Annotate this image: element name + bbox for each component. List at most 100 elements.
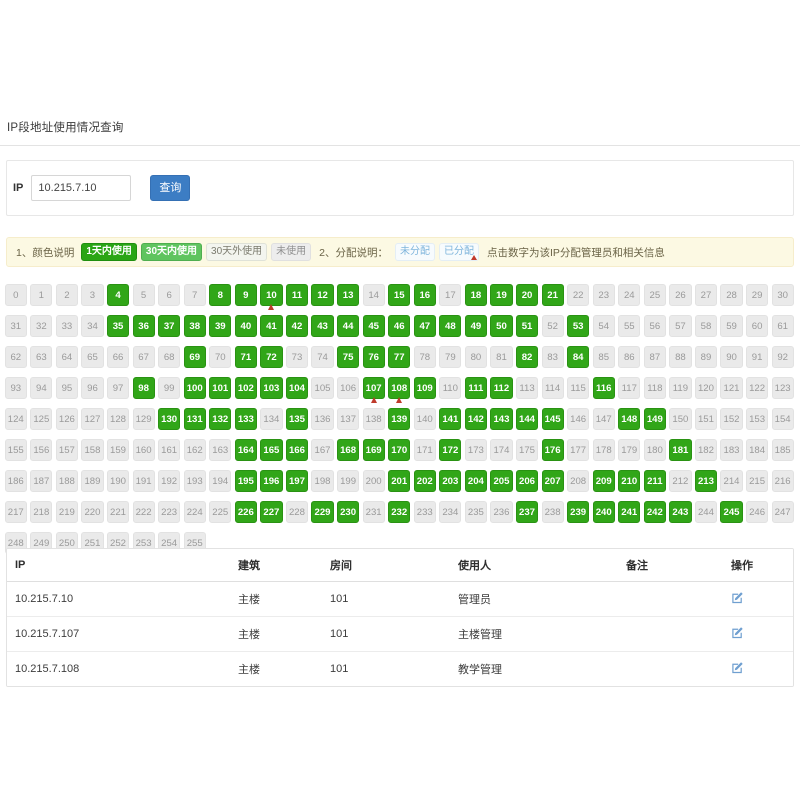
ip-cell-151[interactable]: 151 [694,408,718,430]
ip-cell-203[interactable]: 203 [439,470,462,492]
ip-cell-123[interactable]: 123 [771,377,794,399]
ip-cell-234[interactable]: 234 [439,501,462,523]
ip-cell-116[interactable]: 116 [592,377,615,399]
ip-cell-130[interactable]: 130 [158,408,181,430]
ip-cell-24[interactable]: 24 [618,284,641,306]
ip-cell-21[interactable]: 21 [541,284,564,306]
ip-cell-230[interactable]: 230 [337,501,360,523]
ip-cell-63[interactable]: 63 [30,346,53,368]
ip-cell-140[interactable]: 140 [413,408,436,430]
ip-cell-109[interactable]: 109 [413,377,436,399]
ip-cell-125[interactable]: 125 [30,408,53,430]
ip-cell-121[interactable]: 121 [720,377,743,399]
ip-cell-90[interactable]: 90 [720,346,743,368]
ip-cell-139[interactable]: 139 [388,408,411,430]
ip-cell-211[interactable]: 211 [643,470,666,492]
ip-cell-241[interactable]: 241 [618,501,641,523]
ip-cell-192[interactable]: 192 [158,470,181,492]
ip-cell-115[interactable]: 115 [567,377,590,399]
ip-cell-178[interactable]: 178 [592,439,615,461]
ip-cell-243[interactable]: 243 [669,501,692,523]
ip-cell-145[interactable]: 145 [541,408,564,430]
ip-cell-237[interactable]: 237 [515,501,539,523]
ip-cell-199[interactable]: 199 [337,470,360,492]
ip-cell-184[interactable]: 184 [746,439,769,461]
ip-cell-36[interactable]: 36 [132,315,155,337]
ip-cell-159[interactable]: 159 [106,439,130,461]
ip-cell-246[interactable]: 246 [746,501,769,523]
ip-cell-35[interactable]: 35 [106,315,130,337]
ip-cell-28[interactable]: 28 [720,284,743,306]
ip-cell-66[interactable]: 66 [106,346,130,368]
ip-cell-98[interactable]: 98 [132,377,155,399]
cell-action[interactable] [723,616,793,652]
ip-cell-77[interactable]: 77 [388,346,411,368]
ip-cell-208[interactable]: 208 [567,470,590,492]
ip-cell-207[interactable]: 207 [541,470,564,492]
ip-cell-12[interactable]: 12 [311,284,334,306]
ip-cell-58[interactable]: 58 [694,315,718,337]
ip-cell-15[interactable]: 15 [388,284,411,306]
ip-cell-96[interactable]: 96 [81,377,104,399]
ip-cell-94[interactable]: 94 [30,377,53,399]
ip-cell-143[interactable]: 143 [490,408,513,430]
ip-cell-7[interactable]: 7 [183,284,206,306]
ip-cell-244[interactable]: 244 [694,501,718,523]
ip-cell-2[interactable]: 2 [55,284,78,306]
ip-cell-23[interactable]: 23 [592,284,615,306]
ip-cell-99[interactable]: 99 [158,377,181,399]
ip-cell-105[interactable]: 105 [311,377,334,399]
ip-cell-132[interactable]: 132 [209,408,232,430]
ip-cell-128[interactable]: 128 [106,408,130,430]
ip-cell-117[interactable]: 117 [618,377,641,399]
ip-cell-91[interactable]: 91 [746,346,769,368]
ip-cell-13[interactable]: 13 [337,284,360,306]
ip-cell-9[interactable]: 9 [234,284,257,306]
ip-cell-14[interactable]: 14 [362,284,385,306]
ip-cell-147[interactable]: 147 [592,408,615,430]
ip-cell-68[interactable]: 68 [158,346,181,368]
ip-cell-122[interactable]: 122 [746,377,769,399]
ip-cell-223[interactable]: 223 [158,501,181,523]
cell-action[interactable] [723,581,793,617]
ip-cell-164[interactable]: 164 [234,439,257,461]
ip-cell-226[interactable]: 226 [234,501,257,523]
ip-cell-119[interactable]: 119 [669,377,692,399]
ip-cell-242[interactable]: 242 [643,501,666,523]
ip-cell-167[interactable]: 167 [311,439,334,461]
ip-cell-166[interactable]: 166 [285,439,309,461]
ip-cell-83[interactable]: 83 [541,346,564,368]
ip-cell-215[interactable]: 215 [746,470,769,492]
ip-cell-108[interactable]: 108 [388,377,411,403]
ip-cell-10[interactable]: 10 [260,284,283,310]
ip-cell-232[interactable]: 232 [388,501,411,523]
ip-cell-87[interactable]: 87 [643,346,666,368]
edit-icon[interactable] [731,626,744,639]
ip-cell-209[interactable]: 209 [592,470,615,492]
ip-cell-33[interactable]: 33 [55,315,78,337]
ip-cell-170[interactable]: 170 [388,439,411,461]
search-input[interactable] [31,175,132,201]
ip-cell-177[interactable]: 177 [567,439,590,461]
ip-cell-32[interactable]: 32 [30,315,53,337]
ip-cell-196[interactable]: 196 [260,470,283,492]
ip-cell-225[interactable]: 225 [209,501,232,523]
ip-cell-190[interactable]: 190 [106,470,130,492]
ip-cell-161[interactable]: 161 [158,439,181,461]
ip-cell-222[interactable]: 222 [132,501,155,523]
ip-cell-206[interactable]: 206 [515,470,539,492]
ip-cell-70[interactable]: 70 [209,346,232,368]
ip-cell-135[interactable]: 135 [285,408,309,430]
ip-cell-158[interactable]: 158 [81,439,104,461]
ip-cell-165[interactable]: 165 [260,439,283,461]
ip-cell-1[interactable]: 1 [30,284,53,306]
ip-cell-200[interactable]: 200 [362,470,385,492]
ip-cell-71[interactable]: 71 [234,346,257,368]
ip-cell-157[interactable]: 157 [55,439,78,461]
ip-cell-182[interactable]: 182 [694,439,718,461]
ip-cell-72[interactable]: 72 [260,346,283,368]
ip-cell-95[interactable]: 95 [55,377,78,399]
ip-cell-86[interactable]: 86 [618,346,641,368]
ip-cell-6[interactable]: 6 [158,284,181,306]
ip-cell-235[interactable]: 235 [464,501,487,523]
